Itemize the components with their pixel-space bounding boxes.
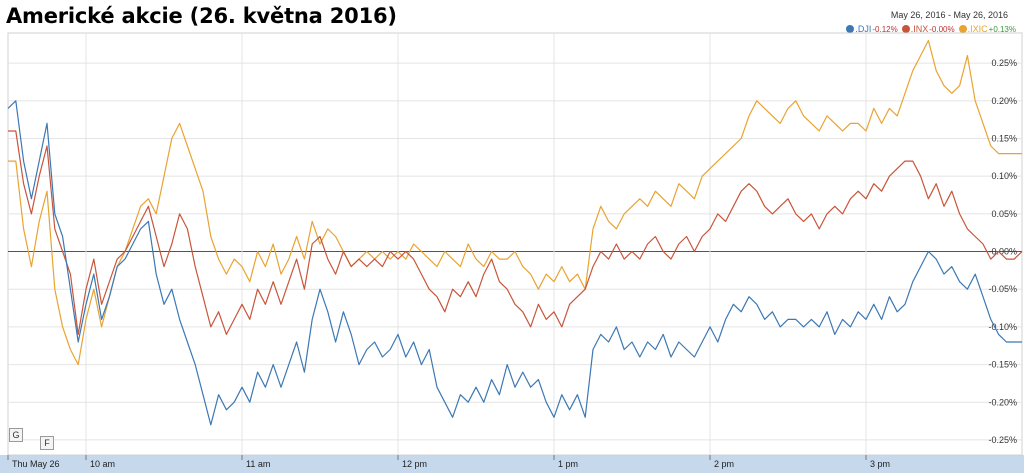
chart-title: Americké akcie (26. května 2016) <box>6 4 397 28</box>
y-tick-label: -0.15% <box>988 360 1017 370</box>
legend-dot-icon <box>901 25 910 33</box>
y-tick-label: -0.10% <box>988 322 1017 332</box>
y-tick-label: -0.00% <box>988 247 1017 257</box>
series-line-dji <box>7 100 1022 426</box>
legend: .DJI-0.12% .INX-0.00% .IXIC+0.13% <box>842 24 1016 34</box>
legend-dot-icon <box>958 25 967 33</box>
x-tick-label: 12 pm <box>402 459 427 469</box>
y-tick-label: 0.15% <box>991 134 1017 144</box>
y-tick-label: -0.05% <box>988 284 1017 294</box>
g-button[interactable]: G <box>9 428 23 442</box>
legend-symbol: .INX <box>910 24 929 34</box>
f-button[interactable]: F <box>40 436 54 450</box>
x-tick-label: 3 pm <box>870 459 890 469</box>
legend-item: .INX-0.00% <box>901 24 955 34</box>
legend-symbol: .IXIC <box>967 24 988 34</box>
series-line-ixic <box>8 39 1022 366</box>
legend-item: .IXIC+0.13% <box>958 24 1016 34</box>
y-tick-label: -0.20% <box>988 397 1017 407</box>
y-tick-label: 0.05% <box>991 209 1017 219</box>
legend-change: -0.12% <box>872 25 898 34</box>
y-tick-label: 0.10% <box>991 171 1017 181</box>
y-tick-label: 0.20% <box>991 96 1017 106</box>
legend-symbol: .DJI <box>855 24 872 34</box>
legend-item: .DJI-0.12% <box>846 24 898 34</box>
x-tick-label: 10 am <box>90 459 115 469</box>
y-tick-label: -0.25% <box>988 435 1017 445</box>
legend-change: +0.13% <box>988 25 1016 34</box>
x-tick-label: 11 am <box>246 459 270 469</box>
x-tick-label: 2 pm <box>714 459 734 469</box>
x-tick-label: 1 pm <box>558 459 578 469</box>
legend-dot-icon <box>846 25 855 33</box>
plot-frame <box>7 32 1023 456</box>
x-tick-label: Thu May 26 <box>12 459 60 469</box>
date-range: May 26, 2016 - May 26, 2016 <box>890 10 1008 20</box>
legend-change: -0.00% <box>929 25 955 34</box>
series-line-inx <box>8 130 1023 335</box>
y-tick-label: 0.25% <box>991 58 1017 68</box>
x-axis-bar <box>0 455 1024 473</box>
